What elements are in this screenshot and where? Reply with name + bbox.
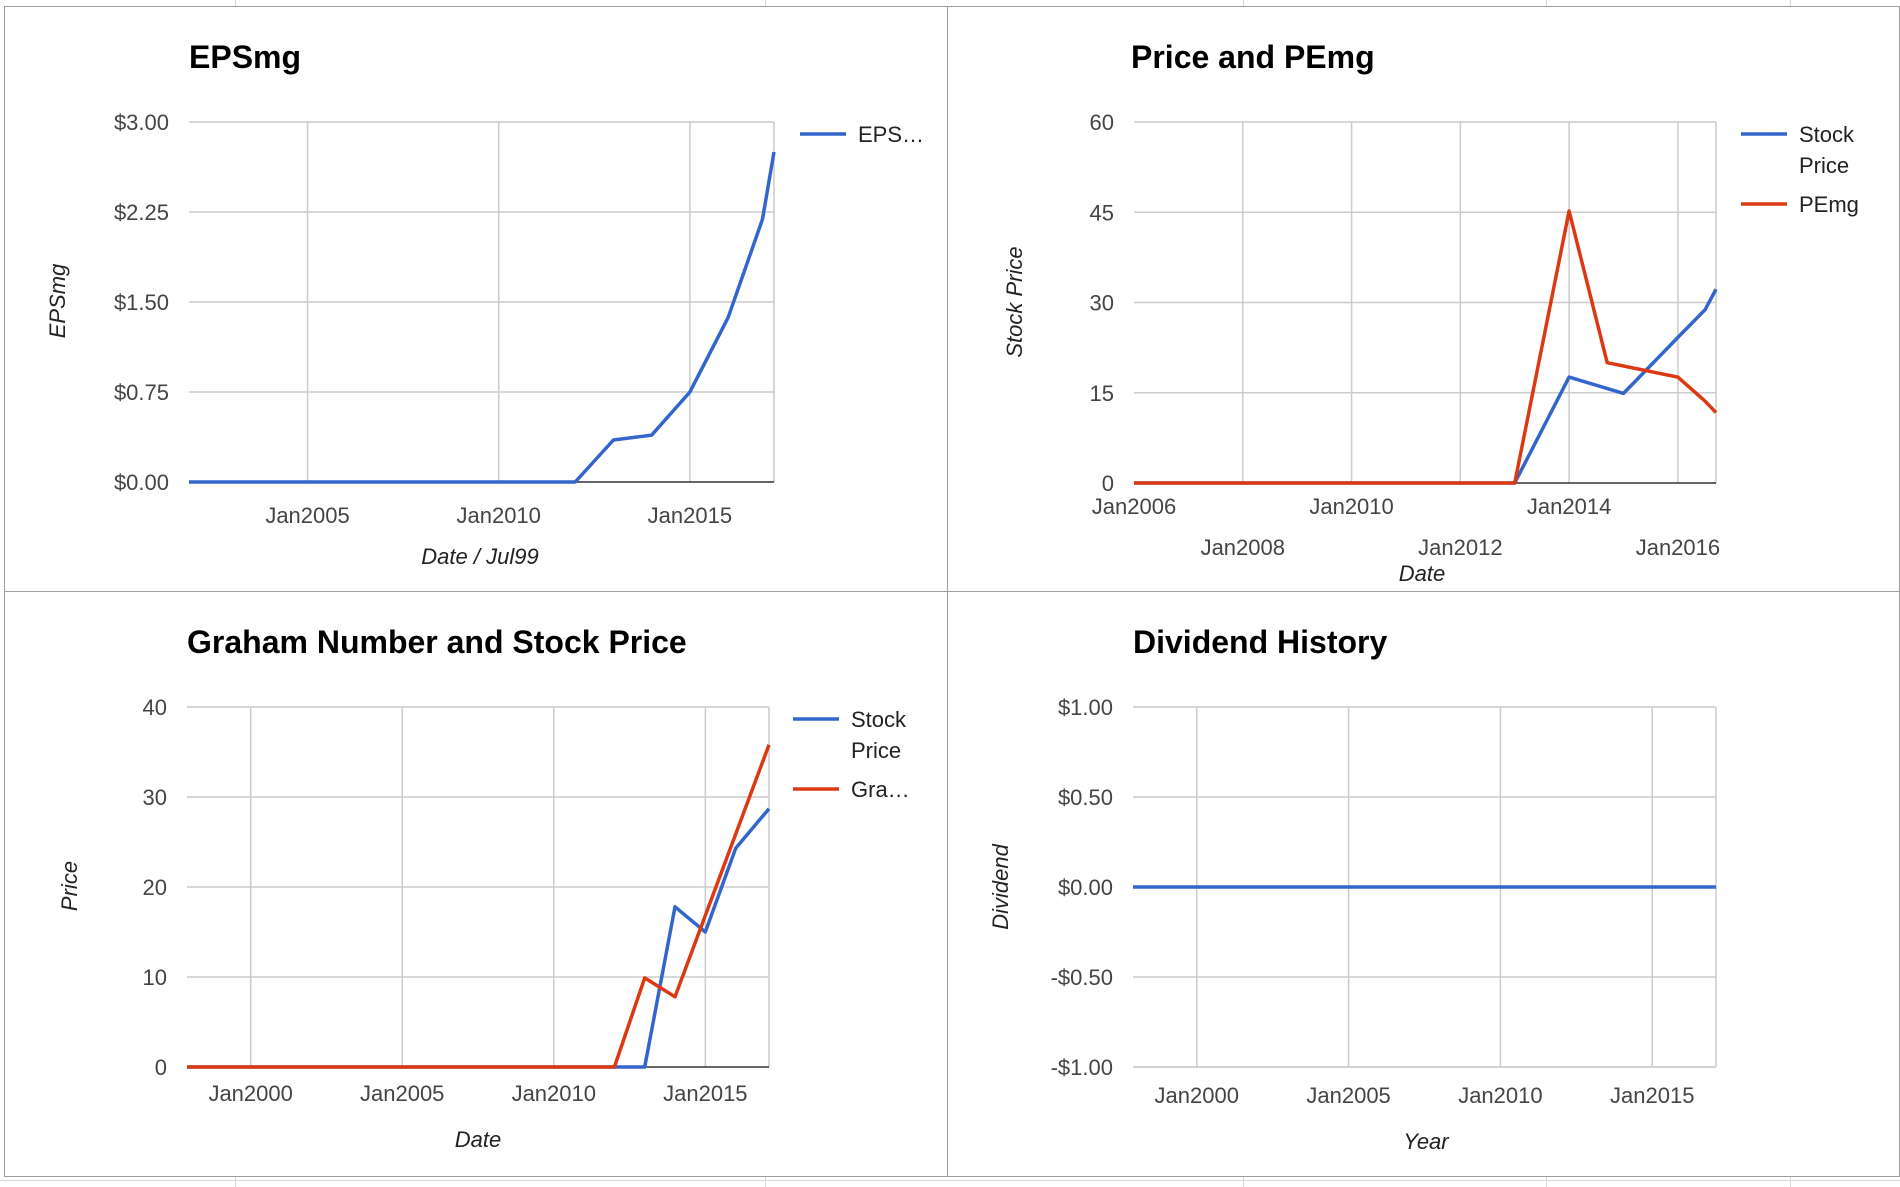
- x-tick-label: Jan2012: [1418, 535, 1502, 560]
- y-tick-label: $1.50: [114, 290, 169, 315]
- chart-title: Dividend History: [1133, 624, 1387, 660]
- chart-panel-graham[interactable]: Graham Number and Stock Price 0 10 20 30 40 …: [4, 591, 948, 1177]
- chart-title: EPSmg: [189, 39, 301, 75]
- chart-panel-dividend[interactable]: Dividend History -$1.00 -$0.50 $0.00 $0.50 $…: [947, 591, 1900, 1177]
- y-axis-title: Price: [57, 861, 82, 911]
- series-line-2[interactable]: [187, 744, 771, 1069]
- x-tick-label: Jan2015: [648, 503, 732, 528]
- chart-price-pemg: Price and PEmg 0 15 30 45 60 Jan2006 Jan2008 J…: [1002, 39, 1859, 586]
- legend-label: Price: [851, 738, 901, 763]
- x-tick-label: Jan2010: [512, 1081, 596, 1106]
- x-axis-title: Date: [455, 1127, 501, 1152]
- y-tick-label: 40: [143, 695, 167, 720]
- sheet-gridline: [0, 1180, 1900, 1181]
- y-axis-title: EPSmg: [45, 263, 70, 338]
- y-tick-label: $0.00: [1058, 875, 1113, 900]
- x-tick-label: Jan2005: [360, 1081, 444, 1106]
- y-tick-label: -$1.00: [1051, 1055, 1113, 1080]
- y-tick-label: 30: [1090, 291, 1114, 316]
- legend-label: PEmg: [1799, 192, 1859, 217]
- chart-graham-number: Graham Number and Stock Price 010203040 …: [57, 624, 910, 1152]
- chart-panel-epsmg[interactable]: EPSmg $0.00 $0.75 $1.50 $2.25 $3.00 Jan2005 J…: [4, 6, 948, 592]
- x-axis-title: Date / Jul99: [421, 544, 538, 569]
- x-tick-label: Jan2005: [1306, 1083, 1390, 1108]
- x-tick-label: Jan2008: [1201, 535, 1285, 560]
- y-tick-label: 45: [1090, 200, 1114, 225]
- series-line-2[interactable]: [1134, 209, 1718, 485]
- y-tick-label: 30: [143, 785, 167, 810]
- x-tick-label: Jan2010: [1309, 494, 1393, 519]
- y-tick-label: $0.75: [114, 380, 169, 405]
- series-line-1[interactable]: [189, 151, 776, 484]
- y-axis-title: Stock Price: [1002, 246, 1027, 357]
- y-tick-label: 10: [143, 965, 167, 990]
- x-tick-label: Jan2015: [1610, 1083, 1694, 1108]
- legend-label: Price: [1799, 153, 1849, 178]
- x-tick-label: Jan2006: [1092, 494, 1176, 519]
- y-axis-title: Dividend: [988, 843, 1013, 929]
- x-axis-title: Year: [1403, 1129, 1450, 1154]
- y-tick-label: $0.00: [114, 470, 169, 495]
- y-tick-label: -$0.50: [1051, 965, 1113, 990]
- chart-epsmg: EPSmg $0.00 $0.75 $1.50 $2.25 $3.00 Jan2005 J…: [45, 39, 924, 569]
- series-line-1[interactable]: [1134, 288, 1718, 485]
- legend-label: Stock: [851, 707, 907, 732]
- y-tick-label: 15: [1090, 381, 1114, 406]
- legend-label: EPS…: [858, 122, 924, 147]
- chart-panel-price-pemg[interactable]: Price and PEmg 0 15 30 45 60 Jan2006 Jan2008 J…: [947, 6, 1900, 592]
- x-tick-label: Jan2016: [1636, 535, 1720, 560]
- x-tick-label: Jan2000: [1155, 1083, 1239, 1108]
- y-tick-label: 0: [1102, 471, 1114, 496]
- x-axis-title: Date: [1399, 561, 1445, 586]
- x-tick-label: Jan2010: [1458, 1083, 1542, 1108]
- series-line-1[interactable]: [187, 807, 771, 1069]
- x-tick-label: Jan2010: [456, 503, 540, 528]
- y-tick-label: 20: [143, 875, 167, 900]
- x-tick-label: Jan2000: [208, 1081, 292, 1106]
- y-tick-label: $3.00: [114, 110, 169, 135]
- y-tick-label: 60: [1090, 110, 1114, 135]
- y-tick-label: $0.50: [1058, 785, 1113, 810]
- x-tick-label: Jan2005: [265, 503, 349, 528]
- x-tick-label: Jan2014: [1527, 494, 1611, 519]
- x-tick-label: Jan2015: [663, 1081, 747, 1106]
- chart-dividend-history: Dividend History -$1.00 -$0.50 $0.00 $0.50 $…: [988, 624, 1717, 1154]
- y-tick-label: $2.25: [114, 200, 169, 225]
- chart-title: Graham Number and Stock Price: [187, 624, 687, 660]
- legend-label: Stock: [1799, 122, 1855, 147]
- y-tick-label: 0: [155, 1055, 167, 1080]
- y-tick-label: $1.00: [1058, 695, 1113, 720]
- legend-label: Gra…: [851, 777, 910, 802]
- chart-title: Price and PEmg: [1131, 39, 1375, 75]
